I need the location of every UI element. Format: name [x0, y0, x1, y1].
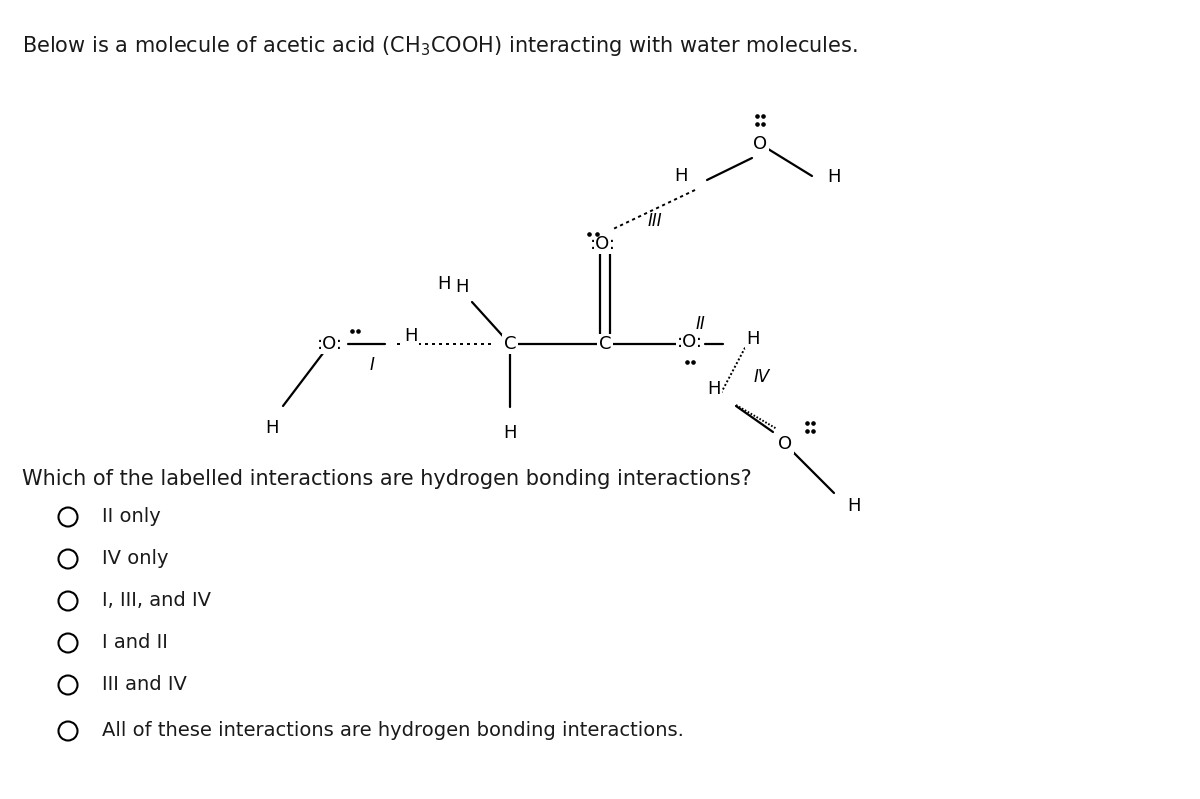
- Text: III and IV: III and IV: [102, 675, 187, 694]
- Text: H: H: [674, 167, 688, 185]
- Text: II: II: [695, 315, 704, 333]
- Text: H: H: [746, 330, 760, 348]
- Text: II only: II only: [102, 507, 161, 527]
- Text: All of these interactions are hydrogen bonding interactions.: All of these interactions are hydrogen b…: [102, 721, 684, 741]
- Text: :O:: :O:: [317, 335, 343, 353]
- Text: I and II: I and II: [102, 634, 168, 653]
- Text: C: C: [599, 335, 611, 353]
- Text: O: O: [752, 135, 767, 153]
- Text: IV only: IV only: [102, 550, 168, 569]
- Text: IV: IV: [754, 368, 770, 386]
- Text: H: H: [265, 419, 278, 437]
- Text: H: H: [847, 497, 860, 515]
- Text: H: H: [404, 327, 418, 345]
- Text: H: H: [707, 380, 721, 398]
- Text: Below is a molecule of acetic acid (CH$_3$COOH) interacting with water molecules: Below is a molecule of acetic acid (CH$_…: [22, 34, 858, 58]
- Text: I: I: [370, 356, 374, 374]
- Text: H: H: [437, 275, 451, 293]
- Text: H: H: [503, 424, 517, 442]
- Text: H: H: [827, 168, 841, 186]
- Text: I, III, and IV: I, III, and IV: [102, 591, 211, 610]
- Text: H: H: [455, 278, 469, 296]
- Text: :O:: :O:: [590, 235, 616, 253]
- Text: O: O: [778, 435, 792, 453]
- Text: :O:: :O:: [677, 333, 703, 351]
- Text: Which of the labelled interactions are hydrogen bonding interactions?: Which of the labelled interactions are h…: [22, 469, 751, 489]
- Text: III: III: [648, 212, 662, 230]
- Text: C: C: [504, 335, 516, 353]
